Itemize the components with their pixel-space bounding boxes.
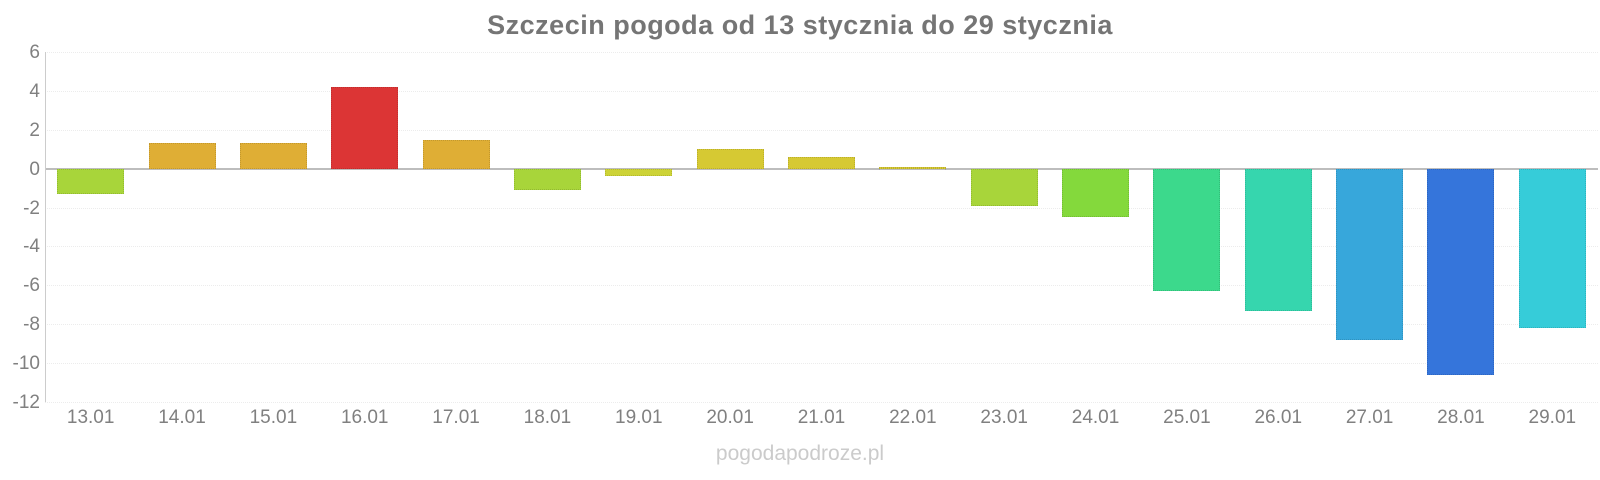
- y-axis-tick-label: -8: [23, 314, 40, 336]
- chart-title: Szczecin pogoda od 13 stycznia do 29 sty…: [487, 10, 1113, 40]
- x-axis-tick-label: 27.01: [1345, 407, 1394, 428]
- gridline: [45, 52, 1598, 53]
- gridline: [45, 402, 1598, 403]
- bar-21.01[interactable]: [788, 157, 855, 169]
- bar-24.01[interactable]: [1062, 168, 1130, 218]
- bar-15.01[interactable]: [239, 143, 307, 169]
- x-axis-tick-label: 21.01: [797, 407, 846, 428]
- bar-19.01[interactable]: [605, 168, 673, 177]
- gridline: [45, 207, 1598, 209]
- bar-16.01[interactable]: [331, 87, 399, 169]
- gridline: [45, 324, 1598, 326]
- gridline: [45, 246, 1598, 248]
- y-axis-tick-label: 2: [29, 119, 40, 141]
- x-axis-tick-label: 15.01: [249, 407, 298, 428]
- x-axis-tick-label: 28.01: [1437, 407, 1485, 428]
- y-axis-tick-label: -2: [23, 197, 40, 219]
- x-axis-tick-label: 20.01: [706, 407, 754, 428]
- x-axis-tick-label: 25.01: [1163, 407, 1211, 428]
- bar-29.01[interactable]: [1518, 168, 1586, 329]
- bar-26.01[interactable]: [1244, 168, 1312, 311]
- bar-18.01[interactable]: [513, 168, 581, 191]
- gridline: [45, 129, 1598, 131]
- bar-23.01[interactable]: [970, 168, 1038, 206]
- x-axis-tick-label: 19.01: [615, 407, 663, 428]
- x-axis-tick-label: 29.01: [1528, 407, 1577, 428]
- y-axis-line: [45, 52, 46, 402]
- bar-13.01[interactable]: [57, 168, 125, 194]
- x-axis-tick-label: 24.01: [1071, 407, 1120, 428]
- gridline: [45, 363, 1598, 365]
- y-axis-tick-label: 4: [29, 80, 40, 102]
- bar-27.01[interactable]: [1336, 168, 1404, 340]
- x-axis-tick-label: 13.01: [66, 407, 115, 428]
- y-axis-tick-label: 6: [29, 42, 40, 63]
- bar-17.01[interactable]: [422, 139, 490, 169]
- x-axis-tick-label: 18.01: [523, 407, 572, 428]
- bar-14.01[interactable]: [148, 143, 216, 169]
- bar-28.01[interactable]: [1427, 168, 1495, 375]
- y-axis-tick-label: -6: [23, 275, 40, 297]
- gridline: [45, 90, 1598, 92]
- y-axis-tick-label: -10: [12, 353, 40, 375]
- bar-22.01[interactable]: [879, 166, 947, 169]
- x-axis-tick-label: 26.01: [1254, 407, 1303, 428]
- x-axis-tick-label: 14.01: [158, 407, 206, 428]
- bar-25.01[interactable]: [1153, 168, 1221, 292]
- x-axis-tick-label: 23.01: [980, 407, 1028, 428]
- y-axis-tick-label: -12: [12, 392, 40, 413]
- y-axis-tick-label: -4: [23, 236, 40, 258]
- x-axis-tick-label: 22.01: [889, 407, 937, 428]
- y-axis-tick-label: 0: [29, 158, 40, 180]
- x-axis-tick-label: 16.01: [340, 407, 389, 428]
- bar-20.01[interactable]: [696, 149, 764, 169]
- x-axis-tick-label: 17.01: [432, 407, 480, 428]
- gridline: [45, 285, 1598, 287]
- watermark: pogodapodroze.pl: [715, 442, 885, 465]
- zero-line: [45, 167, 1598, 170]
